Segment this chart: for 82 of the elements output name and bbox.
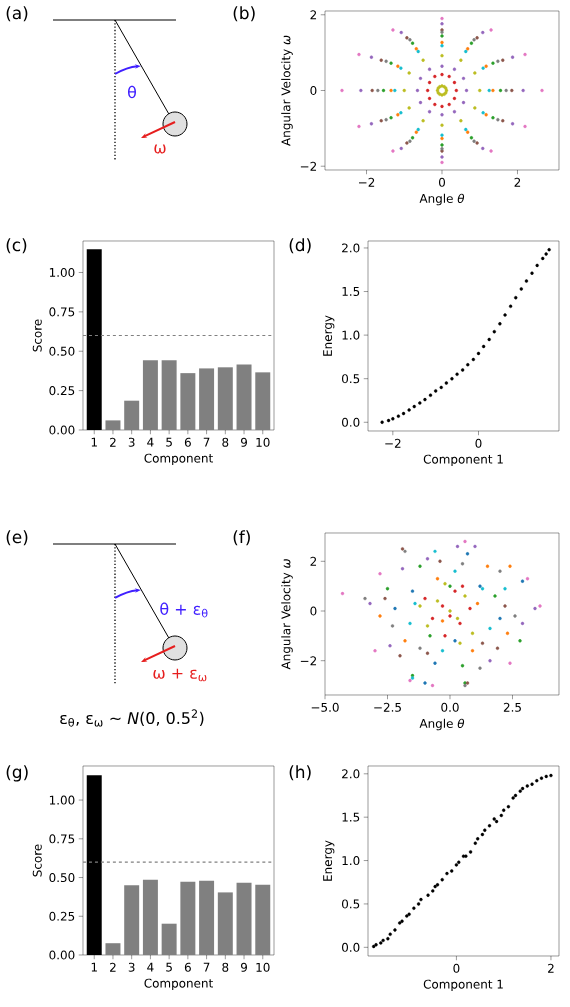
x-tick-label: 2 [110,437,116,447]
x-tick-label: 1 [91,437,97,447]
x-tick-label: 4 [147,437,154,447]
y-tick-label: 0.75 [49,834,75,844]
text: (a) [6,6,28,22]
y-tick-label: 2.0 [342,769,360,779]
y-tick-label: 0.0 [342,942,360,952]
y-tick-label: 1.5 [342,812,360,822]
y-tick-label: −2 [300,656,317,666]
x-tick-label: 0 [453,963,460,973]
x-tick-label: 6 [184,437,191,447]
x-tick-label: 2.5 [503,702,521,712]
y-tick-label: 0.00 [49,425,75,435]
chart-title: (c) [6,238,27,254]
text: θ + ε$_{θ}$ [160,602,208,618]
x-axis-title: Component [144,453,213,465]
x-tick-label: 0 [475,438,482,448]
y-axis-title: Angular Velocity ω [281,559,293,670]
y-tick-label: 2 [310,10,317,20]
x-tick-label: 2 [548,963,554,973]
x-tick-label: 10 [256,962,270,972]
x-tick-label: 3 [128,962,135,972]
y-tick-label: 0.50 [49,346,75,356]
x-tick-label: 8 [222,437,229,447]
text: (e) [6,530,28,546]
x-tick-label: 10 [256,437,270,447]
y-axis-title: Energy [323,840,335,881]
y-tick-label: −2 [300,161,317,171]
text: ε$_{θ}$, ε$_{ω}$ ~ N(0, 0.5$^{2}$) [60,709,204,727]
x-tick-label: 4 [147,962,154,972]
y-axis-title: Energy [323,315,335,356]
x-axis-title: Angle θ [419,193,465,206]
chart-title: (f) [233,530,250,546]
chart-title: (g) [6,765,28,782]
x-tick-label: 7 [203,962,210,972]
y-tick-label: 2 [310,556,317,566]
x-tick-label: −2 [358,177,375,187]
x-tick-label: 0 [438,177,446,187]
x-tick-label: 6 [184,962,191,972]
text: ω [154,144,166,154]
y-axis-title: Score [32,319,42,352]
x-tick-label: 2 [110,962,116,972]
x-tick-label: 2 [514,177,521,187]
y-tick-label: 1.00 [49,795,75,805]
y-tick-label: 1.5 [342,287,360,296]
text: θ [128,85,136,99]
y-tick-label: 0.50 [49,873,75,883]
x-tick-label: −2 [385,438,401,448]
chart-title: (d) [289,238,311,254]
x-tick-label: 8 [222,962,229,972]
x-axis-title: Component 1 [423,979,503,991]
chart-title: (h) [289,765,311,781]
y-tick-label: 0 [310,606,317,616]
x-tick-label: 9 [240,962,247,972]
x-tick-label: 7 [203,437,210,447]
x-tick-label: 1 [91,962,97,972]
y-tick-label: 0.0 [342,417,360,427]
y-tick-label: 1.00 [49,267,75,278]
x-tick-label: 5 [166,962,172,972]
x-tick-label: 0.0 [441,702,459,712]
y-tick-label: 0.25 [49,386,75,396]
y-axis-title: Angular Velocity ω [281,35,293,146]
x-axis-title: Component [144,978,213,990]
x-axis-title: Angle θ [419,718,465,731]
x-axis-title: Component 1 [423,454,503,466]
x-tick-label: 3 [128,437,135,447]
y-tick-label: 1.0 [342,856,360,866]
x-tick-label: −2.5 [374,702,401,712]
chart-title: (b) [233,6,255,22]
x-tick-label: −5.0 [311,702,339,712]
x-tick-label: 9 [240,437,247,447]
y-axis-title: Score [32,844,42,877]
y-tick-label: 0.5 [342,899,360,909]
y-tick-label: 0.5 [342,374,360,384]
x-tick-label: 5 [166,437,172,447]
y-tick-label: 0 [310,85,317,96]
y-tick-label: 1.0 [342,330,360,340]
y-tick-label: 0.25 [49,911,75,921]
text: ω + ε$_{ω}$ [153,668,207,682]
y-tick-label: 0.75 [49,307,75,317]
y-tick-label: 0.00 [49,950,75,960]
y-tick-label: 2.0 [342,243,360,253]
